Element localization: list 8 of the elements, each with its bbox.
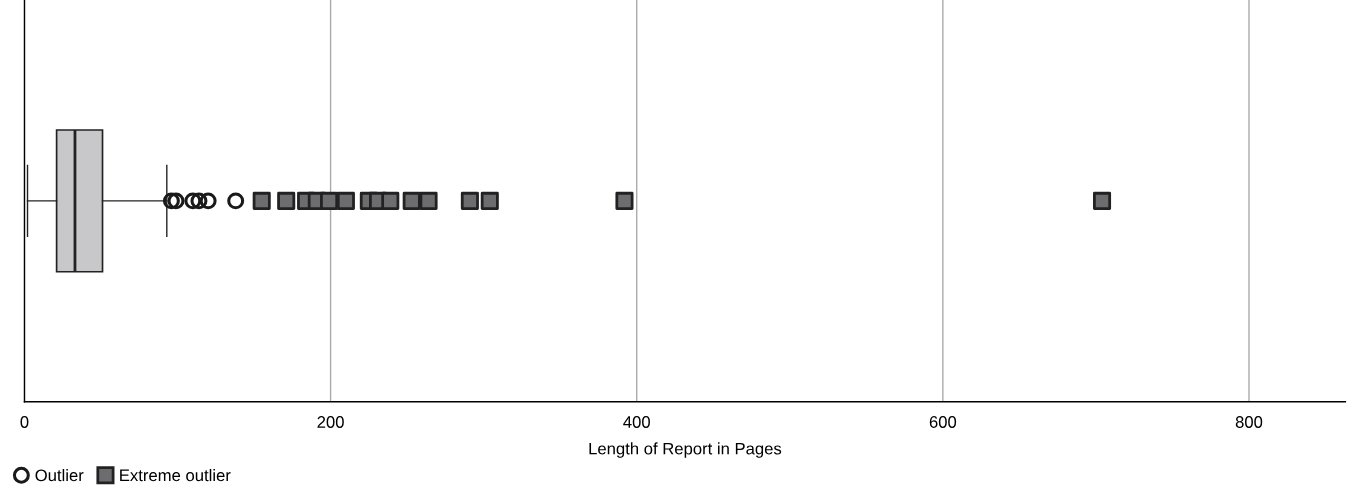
x-axis-title: Length of Report in Pages (589, 442, 782, 458)
x-tick-label: 200 (317, 416, 344, 428)
legend-label: Outlier (35, 468, 84, 482)
x-tick-label: 800 (1235, 416, 1263, 428)
x-tick-label: 400 (623, 416, 650, 428)
legend-label: Extreme outlier (120, 468, 231, 482)
x-tick-label: 600 (929, 416, 957, 428)
x-tick-label: 0 (20, 416, 29, 428)
